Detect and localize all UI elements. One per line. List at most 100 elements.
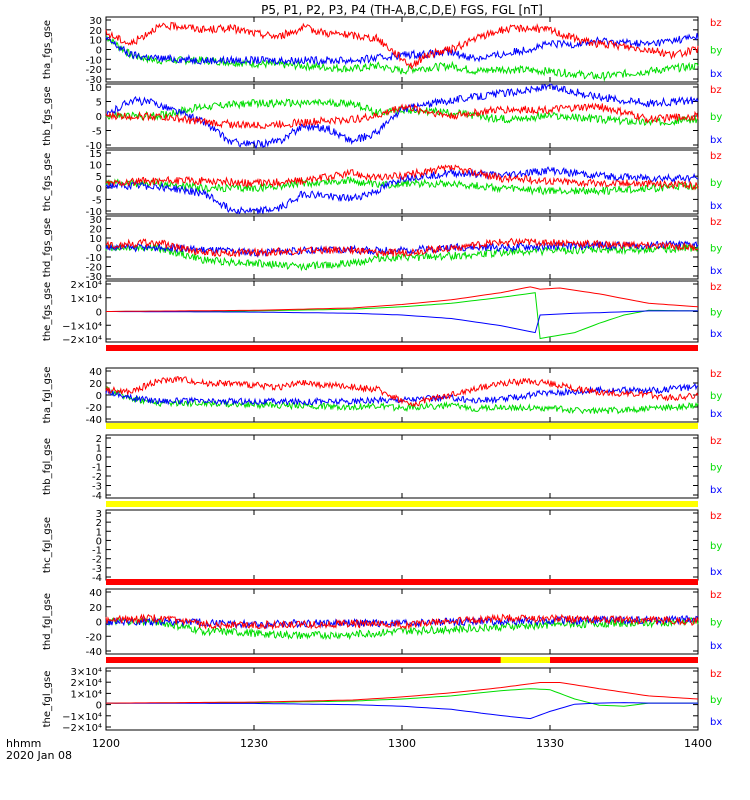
series-bz	[105, 164, 699, 191]
panels-group: tha_fgs_gse 3020100-10-20-30bzbybxthb_fgs…	[42, 16, 722, 734]
legend-bx: bx	[710, 641, 722, 652]
y-tick-label: 0	[96, 391, 102, 402]
legend-by: by	[710, 178, 722, 189]
y-axis-label: thd_fgl_gse	[42, 593, 53, 650]
y-tick-label: -20	[86, 263, 102, 274]
y-tick-label: -20	[86, 632, 102, 643]
y-tick-label: 0	[96, 701, 102, 712]
y-tick-label: -3	[92, 482, 102, 493]
legend-by: by	[710, 244, 722, 255]
y-tick-label: 2	[96, 434, 102, 445]
y-tick-label: 30	[89, 215, 102, 226]
y-tick-label: 40	[89, 588, 102, 599]
series-bx	[105, 33, 699, 66]
series-bx	[106, 702, 698, 720]
legend-by: by	[710, 463, 722, 474]
y-tick-label: 20	[89, 225, 102, 236]
panel-thd_fgl_gse: thd_fgl_gse 40 20 0 -20 -40 bz by bx	[42, 588, 722, 658]
x-tick-label: 1330	[536, 737, 564, 750]
legend-bz: bz	[710, 282, 722, 293]
status-bar	[106, 579, 698, 585]
legend-bz: bz	[710, 436, 722, 447]
legend-bx: bx	[710, 329, 722, 340]
y-tick-label: 15	[89, 149, 102, 160]
legend-by: by	[710, 308, 722, 319]
y-tick-label: 5	[96, 98, 102, 109]
y-tick-label: -5	[92, 127, 102, 138]
legend-bx: bx	[710, 135, 722, 146]
y-tick-label: -10	[86, 253, 102, 264]
y-tick-label: 5	[96, 172, 102, 183]
y-axis-label: tha_fgs_gse	[42, 20, 53, 79]
y-tick-label: -30	[86, 75, 102, 86]
legend-bz: bz	[710, 669, 722, 680]
y-tick-label: 1×10⁴	[71, 294, 102, 305]
y-tick-label: -5	[92, 195, 102, 206]
legend-bz: bz	[710, 511, 722, 522]
y-tick-label: 20	[89, 379, 102, 390]
y-tick-label: -1	[92, 546, 102, 557]
legend-by: by	[710, 46, 722, 57]
y-axis-label: the_fgs_gse	[42, 282, 53, 341]
series-bx	[105, 382, 699, 406]
legend-bx: bx	[710, 201, 722, 212]
legend-bx: bx	[710, 717, 722, 728]
y-tick-label: -4	[92, 573, 102, 584]
x-axis: 1200 1230 1300 1330 1400	[92, 737, 712, 750]
status-bar	[106, 423, 698, 429]
series-bz	[105, 102, 699, 130]
series-by	[105, 36, 699, 82]
y-tick-label: 1	[96, 527, 102, 538]
y-tick-label: 0	[96, 453, 102, 464]
y-tick-label: 0	[96, 112, 102, 123]
y-axis-label: thb_fgs_gse	[42, 86, 53, 145]
legend-bx: bx	[710, 567, 722, 578]
y-axis-label: the_fgl_gse	[42, 671, 53, 728]
y-tick-label: −2×10⁴	[62, 335, 102, 346]
legend-by: by	[710, 695, 722, 706]
legend-by: by	[710, 618, 722, 629]
y-tick-label: −1×10⁴	[62, 321, 102, 332]
y-axis-label: thc_fgl_gse	[42, 517, 53, 573]
series-bz	[105, 21, 699, 71]
y-tick-label: -3	[92, 564, 102, 575]
y-tick-label: 1×10⁴	[71, 689, 102, 700]
y-tick-label: 3×10⁴	[71, 667, 102, 678]
y-tick-label: 40	[89, 367, 102, 378]
y-tick-label: 2	[96, 518, 102, 529]
legend-bx: bx	[710, 409, 722, 420]
legend-bx: bx	[710, 266, 722, 277]
y-tick-label: -20	[86, 65, 102, 76]
x-tick-label: 1400	[684, 737, 712, 750]
y-tick-label: −2×10⁴	[62, 723, 102, 734]
series-bz	[106, 682, 699, 704]
y-axis-label: thc_fgs_gse	[42, 153, 53, 212]
y-tick-label: -4	[92, 491, 102, 502]
legend-bz: bz	[710, 217, 722, 228]
legend-bz: bz	[710, 590, 722, 601]
legend-by: by	[710, 391, 722, 402]
y-tick-label: -10	[86, 207, 102, 218]
y-tick-label: -40	[86, 647, 102, 658]
legend-by: by	[710, 541, 722, 552]
x-label-date: 2020 Jan 08	[6, 749, 72, 762]
y-tick-label: 20	[89, 26, 102, 37]
y-tick-label: −1×10⁴	[62, 712, 102, 723]
y-tick-label: 10	[89, 161, 102, 172]
y-tick-label: 0	[96, 308, 102, 319]
y-tick-label: -10	[86, 55, 102, 66]
y-tick-label: -40	[86, 415, 102, 426]
series-bx	[105, 240, 699, 258]
panel-thb_fgl_gse: thb_fgl_gse 210-1-2-3-4 bz by bx	[42, 434, 722, 502]
y-tick-label: 1	[96, 444, 102, 455]
y-tick-label: 10	[89, 234, 102, 245]
legend-bx: bx	[710, 485, 722, 496]
series-bz	[105, 375, 699, 408]
y-axis-label: tha_fgl_gse	[42, 367, 53, 424]
y-tick-label: 20	[89, 603, 102, 614]
y-tick-label: 3	[96, 509, 102, 520]
